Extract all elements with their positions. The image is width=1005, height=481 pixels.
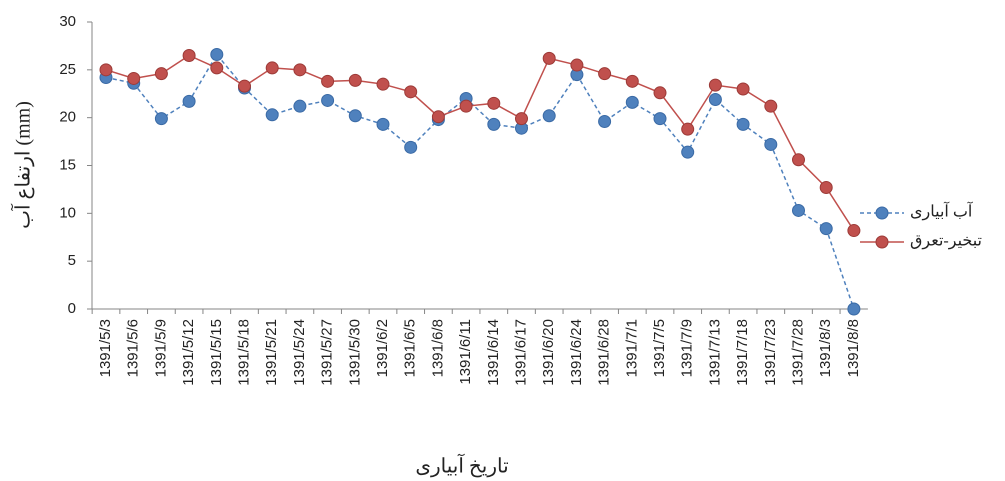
x-tick-label: 1391/7/9 xyxy=(679,319,696,377)
data-point xyxy=(708,78,722,92)
x-tick-label: 1391/6/5 xyxy=(402,319,419,377)
data-point xyxy=(598,114,612,128)
x-tick-label: 1391/5/15 xyxy=(208,319,225,386)
data-point xyxy=(127,71,141,85)
data-point xyxy=(819,181,833,195)
data-point xyxy=(265,108,279,122)
x-tick-label: 1391/6/17 xyxy=(512,319,529,386)
data-point xyxy=(708,92,722,106)
legend-label: آب آبیاری xyxy=(910,201,974,221)
x-tick-label: 1391/5/30 xyxy=(346,319,363,386)
x-axis-title: تاریخ آبیاری xyxy=(415,454,508,478)
legend-marker xyxy=(875,235,889,249)
x-tick-label: 1391/7/23 xyxy=(762,319,779,386)
x-tick-label: 1391/7/18 xyxy=(734,319,751,386)
x-tick-label: 1391/5/18 xyxy=(235,319,252,386)
data-point xyxy=(154,112,168,126)
y-tick-label: 30 xyxy=(59,13,76,30)
data-point xyxy=(348,73,362,87)
x-tick-label: 1391/5/6 xyxy=(125,319,142,377)
x-tick-label: 1391/6/24 xyxy=(568,319,585,386)
data-point xyxy=(542,51,556,65)
data-point xyxy=(487,117,501,131)
data-point xyxy=(681,122,695,136)
x-tick-label: 1391/7/5 xyxy=(651,319,668,377)
data-point xyxy=(238,79,251,93)
data-point xyxy=(154,67,168,81)
y-tick-label: 0 xyxy=(68,300,76,317)
data-point xyxy=(487,96,501,110)
x-tick-label: 1391/6/11 xyxy=(457,319,474,385)
data-point xyxy=(653,86,667,100)
y-tick-label: 15 xyxy=(59,156,76,173)
y-tick-label: 5 xyxy=(68,252,76,269)
data-point xyxy=(515,112,528,126)
y-axis-title: ارتفاع آب (mm) xyxy=(11,101,35,229)
series-line xyxy=(105,53,855,310)
data-point xyxy=(653,112,667,126)
data-point xyxy=(99,63,113,77)
data-point xyxy=(321,93,335,107)
x-tick-label: 1391/8/8 xyxy=(845,319,862,377)
data-point xyxy=(210,48,224,62)
data-point xyxy=(404,85,418,99)
data-point xyxy=(736,117,750,131)
data-point xyxy=(598,67,612,81)
x-tick-label: 1391/6/20 xyxy=(540,319,557,386)
data-point xyxy=(376,77,390,91)
data-point xyxy=(210,61,224,75)
data-point xyxy=(625,95,639,109)
data-point xyxy=(348,109,362,123)
data-point xyxy=(293,63,307,77)
data-point xyxy=(625,74,639,88)
data-point xyxy=(570,58,584,72)
data-point xyxy=(459,99,473,113)
x-tick-label: 1391/6/2 xyxy=(374,319,391,377)
legend-label: تبخیر-تعرق xyxy=(910,233,982,250)
x-tick-label: 1391/6/14 xyxy=(485,319,502,386)
x-tick-label: 1391/7/28 xyxy=(789,319,806,386)
x-tick-label: 1391/5/21 xyxy=(263,319,280,386)
data-point xyxy=(764,137,778,151)
data-point xyxy=(265,61,279,75)
data-point xyxy=(182,94,196,108)
data-point xyxy=(542,109,556,123)
data-point xyxy=(321,74,335,88)
x-tick-label: 1391/6/28 xyxy=(596,319,613,386)
x-tick-label: 1391/5/9 xyxy=(152,319,169,377)
data-point xyxy=(404,140,418,154)
x-tick-label: 1391/5/27 xyxy=(319,319,336,386)
data-point xyxy=(764,99,778,113)
data-point xyxy=(819,222,833,236)
legend-marker xyxy=(875,206,889,220)
y-tick-label: 20 xyxy=(59,109,76,126)
series-line xyxy=(105,54,855,231)
data-point xyxy=(681,145,695,159)
data-point xyxy=(736,82,750,96)
x-tick-label: 1391/7/1 xyxy=(623,319,640,377)
data-point xyxy=(792,203,805,217)
data-point xyxy=(293,99,307,113)
x-tick-label: 1391/5/12 xyxy=(180,319,197,386)
x-tick-label: 1391/7/13 xyxy=(706,319,723,386)
data-point xyxy=(376,117,390,131)
data-point xyxy=(792,153,805,167)
x-tick-label: 1391/5/3 xyxy=(97,319,114,377)
x-tick-label: 1391/8/3 xyxy=(817,319,834,377)
x-tick-label: 1391/6/8 xyxy=(429,319,446,377)
x-tick-label: 1391/5/24 xyxy=(291,319,308,386)
data-point xyxy=(847,224,861,238)
data-point xyxy=(182,48,196,62)
data-point xyxy=(847,302,861,316)
data-point xyxy=(431,110,445,124)
y-tick-label: 25 xyxy=(59,61,76,78)
y-tick-label: 10 xyxy=(59,204,76,221)
